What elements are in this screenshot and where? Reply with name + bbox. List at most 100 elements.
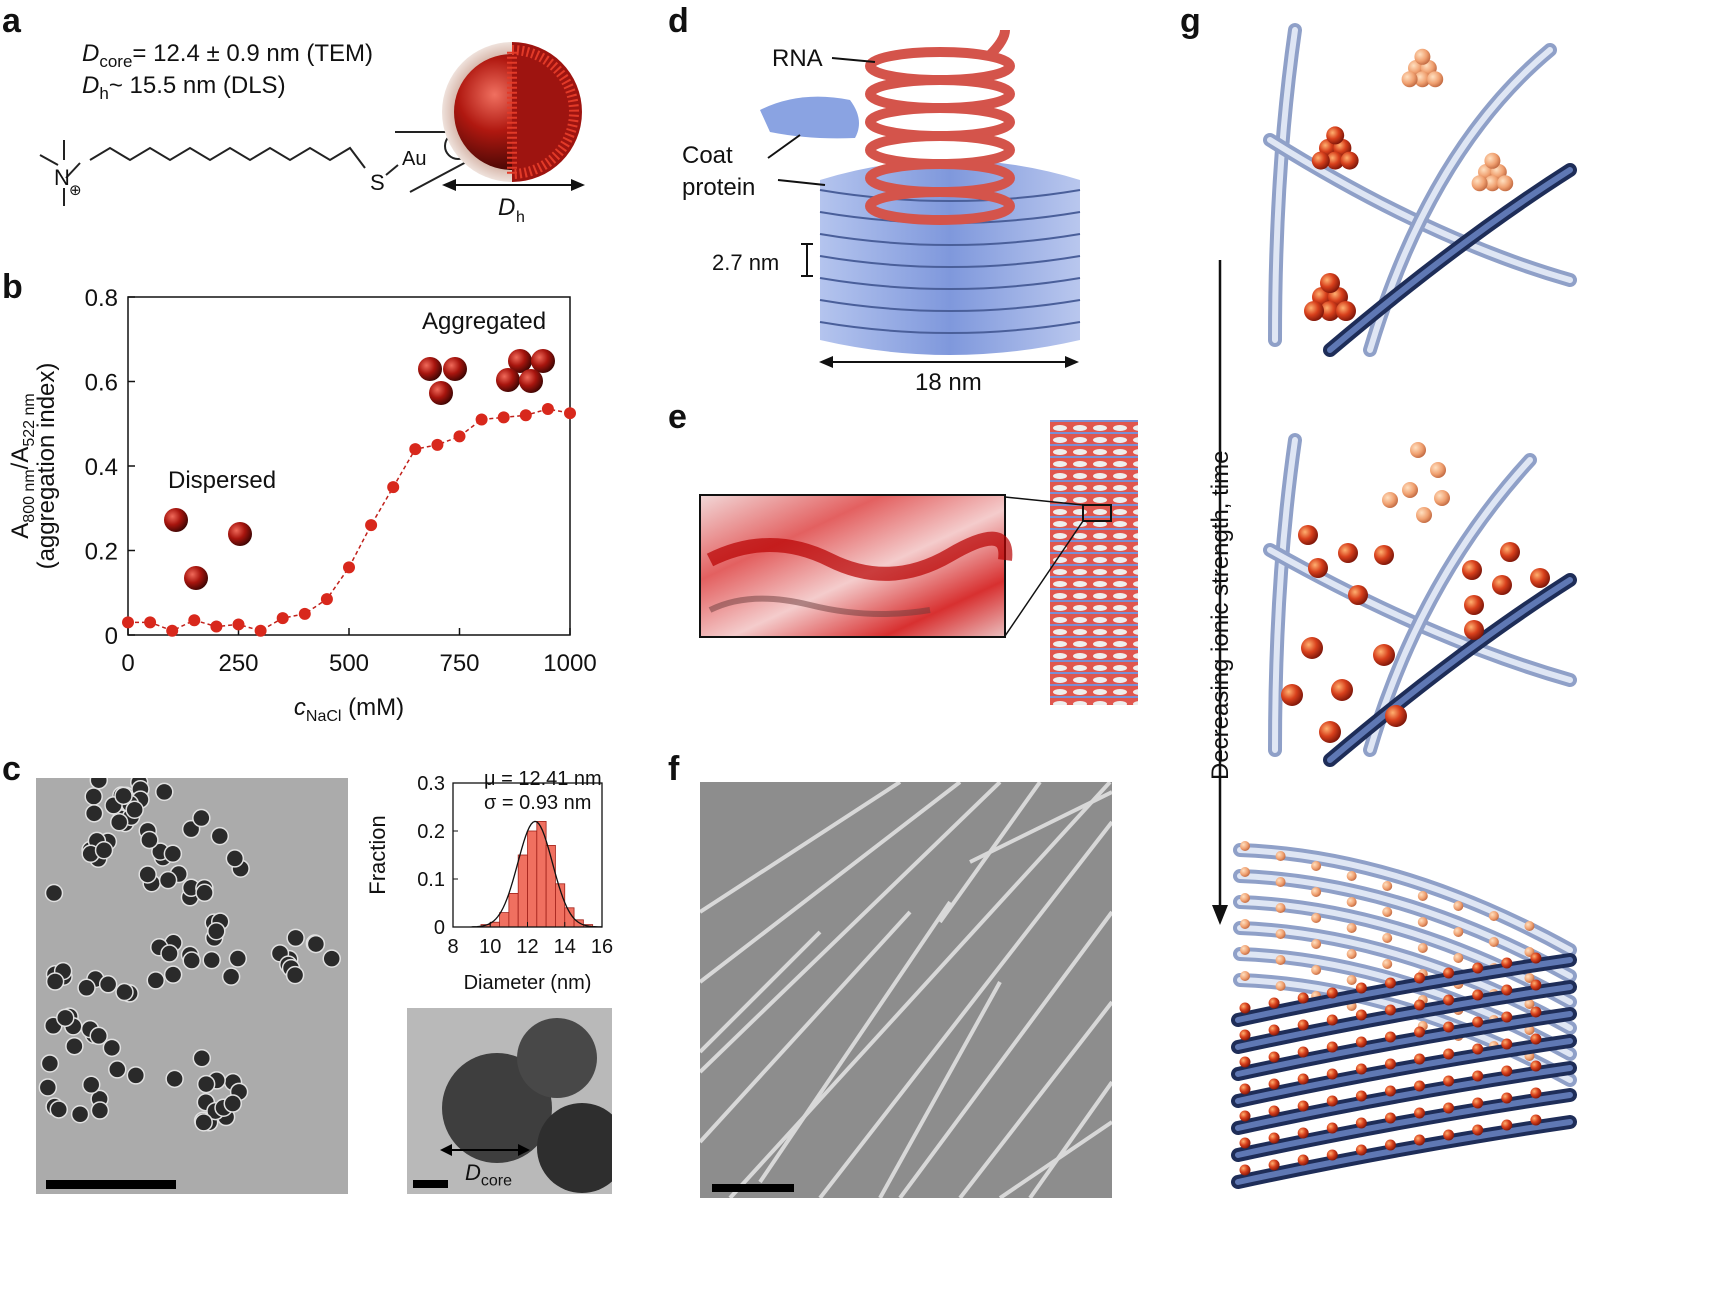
nanoparticle — [1340, 151, 1359, 170]
nanoparticle — [1320, 301, 1340, 321]
nanoparticle — [1472, 1070, 1484, 1082]
y-tick-label: 0.2 — [417, 821, 445, 843]
x-tick-label: 8 — [447, 936, 458, 958]
data-point — [497, 411, 510, 424]
nanoparticle — [1275, 929, 1286, 939]
protein-row — [819, 277, 1081, 290]
x-tick-label: 750 — [439, 650, 479, 677]
nitrogen-label: N — [54, 165, 70, 190]
mu-label: μ = 12.41 nm — [484, 768, 602, 790]
nanoparticle — [1488, 911, 1499, 921]
nanoparticle — [1326, 1068, 1338, 1080]
nanoparticle — [1500, 542, 1520, 562]
fiber-highlight — [1272, 437, 1298, 753]
nanoparticle — [1297, 992, 1309, 1004]
nanoparticle — [1336, 301, 1356, 321]
histogram-bar — [527, 830, 538, 928]
nanoparticle — [1384, 1004, 1396, 1016]
x-axis-label: Diameter (nm) — [464, 972, 592, 994]
nanoparticle — [1501, 1011, 1513, 1023]
nanoparticle — [1268, 1078, 1280, 1090]
nanoparticle — [1524, 921, 1535, 931]
tmv-rod — [700, 782, 962, 984]
nanoparticle-icon — [164, 508, 188, 532]
data-point — [122, 616, 134, 629]
gold-nanoparticle — [65, 1036, 84, 1056]
y-tick-label: 0.2 — [85, 539, 118, 566]
nanoparticle — [1414, 48, 1431, 65]
gold-nanoparticle — [223, 1094, 243, 1113]
nanoparticle — [1530, 1060, 1542, 1072]
nanoparticle — [1472, 1124, 1484, 1136]
dh-value: ~ 15.5 nm (DLS) — [108, 72, 286, 99]
nanoparticle — [1355, 982, 1367, 994]
histogram-bar — [517, 854, 528, 928]
nanoparticle — [1311, 913, 1322, 923]
nanoparticle — [1414, 1026, 1426, 1038]
protein-row — [819, 189, 1081, 202]
coat-label-line1: Coat — [682, 142, 733, 169]
data-point — [387, 481, 400, 494]
nanoparticle — [1281, 684, 1303, 706]
gold-nanoparticle — [38, 1078, 58, 1097]
data-point — [210, 620, 223, 633]
tmv-rod — [700, 910, 912, 1144]
nanoparticle — [1443, 1129, 1455, 1141]
d-symbol: D — [465, 1160, 481, 1185]
data-point — [144, 616, 157, 629]
gold-nanoparticle — [207, 921, 226, 941]
gold-nanoparticle — [322, 949, 341, 968]
nanoparticle — [1348, 585, 1368, 605]
gold-nanoparticle — [221, 967, 241, 986]
coat-protein-subunit — [760, 96, 859, 139]
nanoparticle — [1239, 1110, 1251, 1122]
nanoparticle — [1374, 545, 1394, 565]
nanoparticle — [1346, 871, 1357, 881]
nanoparticle — [1275, 903, 1286, 913]
gold-nanoparticle — [286, 928, 305, 948]
y-axis-label: Fraction — [365, 815, 390, 894]
nanoparticle — [1382, 907, 1393, 917]
nanoparticle — [1355, 1009, 1367, 1021]
data-point — [409, 443, 422, 456]
nanoparticle — [1240, 841, 1250, 851]
data-point — [232, 618, 245, 631]
gold-nanoparticle — [70, 1105, 90, 1124]
gold-nanoparticle — [115, 982, 134, 1002]
nanoparticle — [1346, 923, 1357, 933]
gold-nanoparticle — [102, 1038, 122, 1058]
fiber-highlight — [1327, 577, 1573, 763]
gold-nanoparticle — [194, 1113, 213, 1132]
y-tick-label: 0 — [434, 917, 445, 939]
nanoparticle — [1501, 1092, 1513, 1104]
nanoparticle — [1275, 877, 1286, 887]
nanoparticle — [1530, 1087, 1542, 1099]
y-tick-label: 0 — [105, 623, 118, 650]
dcore-annotation: Dcore= 12.4 ± 0.9 nm (TEM) — [82, 40, 373, 72]
nanoparticle — [1268, 1105, 1280, 1117]
sigma-label: σ = 0.93 nm — [484, 792, 592, 814]
nanoparticle — [1268, 1132, 1280, 1144]
nanoparticle — [1443, 994, 1455, 1006]
nanoparticle — [1501, 1038, 1513, 1050]
nanoparticle — [1414, 1080, 1426, 1092]
gold-nanoparticle — [49, 1100, 69, 1119]
annotation-dispersed: Dispersed — [168, 467, 276, 494]
nanoparticle — [1346, 897, 1357, 907]
nanoparticle — [1385, 705, 1407, 727]
gold-nanoparticle — [228, 949, 248, 968]
width-label: 18 nm — [915, 369, 982, 396]
nanoparticle — [1382, 492, 1398, 508]
nanoparticle — [1275, 955, 1286, 965]
gold-nanoparticle — [44, 883, 64, 903]
protein-row — [819, 321, 1081, 334]
nanoparticle — [1297, 1154, 1309, 1166]
gold-nanoparticle — [56, 1008, 75, 1028]
alkyl-chain — [89, 146, 366, 169]
gold-nanoparticle — [84, 787, 103, 806]
x-tick-label: 1000 — [543, 650, 596, 677]
nanoparticle — [1384, 1139, 1396, 1151]
gold-nanoparticle — [114, 786, 133, 806]
annotation-aggregated: Aggregated — [422, 308, 546, 335]
nanoparticle — [1402, 482, 1418, 498]
